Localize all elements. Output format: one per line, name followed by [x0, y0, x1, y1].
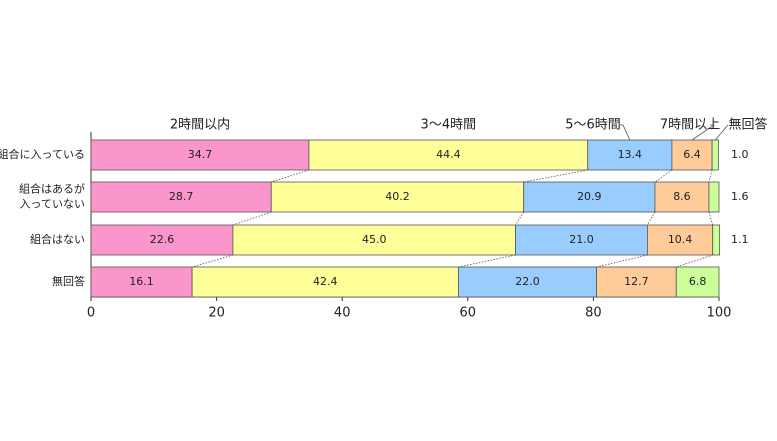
bar-segment — [654, 181, 710, 213]
value-label: 22.0 — [515, 275, 540, 288]
value-label: 21.0 — [569, 233, 594, 246]
connector — [271, 169, 310, 183]
value-label: 20.9 — [577, 190, 602, 203]
y-tick-label: 組合に入っている — [0, 147, 85, 161]
legend-label: 5〜6時間 — [565, 118, 621, 133]
bar-segment — [308, 139, 589, 171]
x-tick-label: 20 — [208, 306, 225, 321]
connector — [232, 211, 272, 226]
bar-segment — [711, 139, 719, 171]
bar-segment — [647, 224, 714, 256]
bar-segment — [712, 224, 721, 256]
bar-segment — [708, 181, 720, 213]
x-tick-label: 100 — [707, 306, 732, 321]
bar-segment — [596, 266, 677, 298]
connector — [708, 169, 713, 183]
value-label: 10.4 — [668, 233, 693, 246]
bar-segment — [675, 266, 720, 298]
value-label: 16.1 — [129, 275, 154, 288]
legend-label: 3〜4時間 — [421, 118, 477, 133]
value-label: 40.2 — [385, 190, 410, 203]
value-label: 8.6 — [673, 190, 691, 203]
value-label: 34.7 — [188, 148, 213, 161]
value-label: 13.4 — [618, 148, 643, 161]
connector — [596, 254, 648, 268]
value-label: 28.7 — [169, 190, 194, 203]
connector — [458, 254, 516, 268]
bar-segment — [515, 224, 648, 256]
connector — [708, 211, 714, 226]
value-label: 22.6 — [150, 233, 175, 246]
leader-line — [691, 124, 716, 141]
connector — [191, 254, 234, 268]
bar-segment — [523, 181, 656, 213]
connector — [647, 211, 656, 226]
bar-segment — [90, 224, 234, 256]
x-tick-label: 40 — [334, 306, 351, 321]
leader-line — [619, 124, 631, 141]
legend-label: 無回答 — [728, 117, 767, 133]
bar-segment — [90, 266, 193, 298]
y-tick-label: 無回答 — [52, 274, 85, 288]
value-label: 45.0 — [362, 233, 387, 246]
value-label: 1.6 — [731, 190, 749, 203]
connector — [523, 169, 588, 183]
connector — [676, 254, 713, 268]
connector — [654, 169, 673, 183]
legend-label: 7時間以上 — [660, 118, 720, 133]
x-tick-label: 0 — [87, 306, 95, 321]
leader-line — [714, 124, 729, 141]
y-tick-label: 組合はあるが — [19, 182, 85, 196]
connector — [515, 211, 525, 226]
value-label: 1.1 — [731, 233, 749, 246]
value-label: 44.4 — [436, 148, 461, 161]
value-label: 1.0 — [731, 148, 749, 161]
y-tick-label: 入っていない — [20, 198, 85, 211]
x-tick-label: 80 — [585, 306, 602, 321]
value-label: 6.8 — [689, 275, 707, 288]
bar-segment — [457, 266, 597, 298]
bar-segment — [90, 139, 310, 171]
bar-segment — [191, 266, 459, 298]
y-tick-label: 組合はない — [30, 232, 85, 246]
bar-segment — [270, 181, 525, 213]
value-label: 42.4 — [313, 275, 338, 288]
legend-label: 2時間以内 — [170, 117, 230, 133]
value-label: 12.7 — [624, 275, 649, 288]
value-label: 6.4 — [683, 148, 701, 161]
x-tick-label: 60 — [460, 306, 477, 321]
